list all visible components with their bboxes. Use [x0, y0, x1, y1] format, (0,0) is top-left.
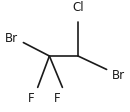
Text: Cl: Cl — [72, 1, 84, 14]
Text: Br: Br — [112, 69, 125, 82]
Text: F: F — [54, 92, 60, 105]
Text: Br: Br — [5, 32, 18, 45]
Text: F: F — [28, 92, 34, 105]
